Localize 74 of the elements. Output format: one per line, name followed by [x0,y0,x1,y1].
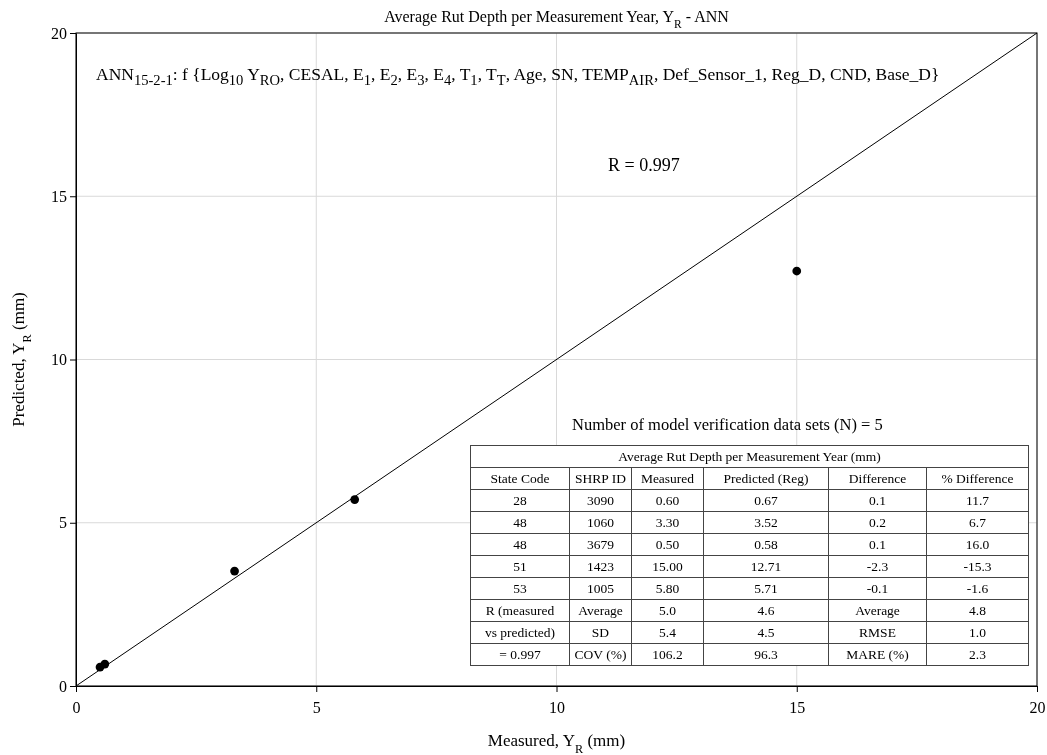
annotation: 11.7 [926,489,1029,512]
annotation: -15.3 [926,555,1029,578]
x-tick-label: 10 [549,698,565,716]
annotation: 0.1 [828,489,927,512]
annotation: Difference [828,467,927,490]
annotation: RMSE [828,621,927,644]
annotation: 4.6 [703,599,829,622]
annotation: COV (%) [569,643,632,666]
annotation: 5.71 [703,577,829,600]
annotation: 1.0 [926,621,1029,644]
annotation: R (measured [470,599,570,622]
annotation: -1.6 [926,577,1029,600]
annotation: vs predicted) [470,621,570,644]
annotation: 5.0 [631,599,704,622]
point [95,662,105,672]
annotation: 12.71 [703,555,829,578]
annotation: 53 [470,577,570,600]
y-tick-label: 0 [59,677,67,695]
point [230,566,239,576]
annotation: 3090 [569,489,632,512]
annotation: 1423 [569,555,632,578]
y-tick-label: 10 [51,351,67,369]
x-tick-label: 20 [1029,698,1046,716]
annotation: 51 [470,555,570,578]
annotation: SD [569,621,632,644]
annotation: 48 [470,511,570,534]
annotation: Average Rut Depth per Measurement Year (mm) [470,445,1029,468]
chart-title: Average Rut Depth per Measurement Year, Y$_{R}$ - ANN [384,8,730,30]
annotation: 28 [470,489,570,512]
y-tick-label: 15 [51,187,67,205]
x-tick-label: 15 [789,698,806,716]
y-tick-label: 20 [51,24,67,42]
annotation: 0.58 [703,533,829,556]
y-tick-label: 5 [59,514,67,532]
annotation: 0.2 [828,511,927,534]
annotation: SHRP ID [569,467,632,490]
annotation: 96.3 [703,643,829,666]
annotation: 5.80 [631,577,704,600]
annotation: 1060 [569,511,632,534]
annotation: 6.7 [926,511,1029,534]
annotation: 5.4 [631,621,704,644]
annotation: 4.8 [926,599,1029,622]
annotation: Number of model verification data sets (N) = 5 [572,415,883,434]
annotation: Measured [631,467,704,490]
annotation: MARE (%) [828,643,927,666]
annotation: R = 0.997 [608,155,680,175]
annotation: % Difference [926,467,1029,490]
annotation: -0.1 [828,577,927,600]
annotation: Predicted (Reg) [703,467,829,490]
annotation: 0.50 [631,533,704,556]
annotation: 2.3 [926,643,1029,666]
annotation: 16.0 [926,533,1029,556]
x-axis-title: Measured, Y$_{R}$ (mm) [487,731,626,755]
annotation: State Code [470,467,570,490]
annotation: = 0.997 [470,643,570,666]
annotation: 15.00 [631,555,704,578]
point [350,495,360,504]
annotation: 106.2 [631,643,704,666]
annotation: 3.52 [703,511,829,534]
annotation: 3.30 [631,511,704,534]
annotation: Average [828,599,927,622]
annotation: 1005 [569,577,632,600]
x-tick-label: 0 [72,698,81,716]
annotation: 4.5 [703,621,829,644]
annotation: Average [569,599,632,622]
annotation: 48 [470,533,570,556]
point [792,266,802,276]
x-tick-label: 5 [312,698,321,716]
annotation: 3679 [569,533,632,556]
annotation: 0.1 [828,533,927,556]
annotation: 0.67 [703,489,829,512]
text: ANN$_{15-2-1}$: f {Log$_{10}$ Y$_{RO}$, CESAL, E$_{1}$, E$_{2}$, E$_{3}$, E$_{4}$, T$_{1}$, T$_{T}$, Age, SN, TEMP$_{AIR}$, Def_Sensor_1, Reg_D, CND, Base_D} [96,64,940,88]
annotation: 0.60 [631,489,704,512]
annotation: -2.3 [828,555,927,578]
